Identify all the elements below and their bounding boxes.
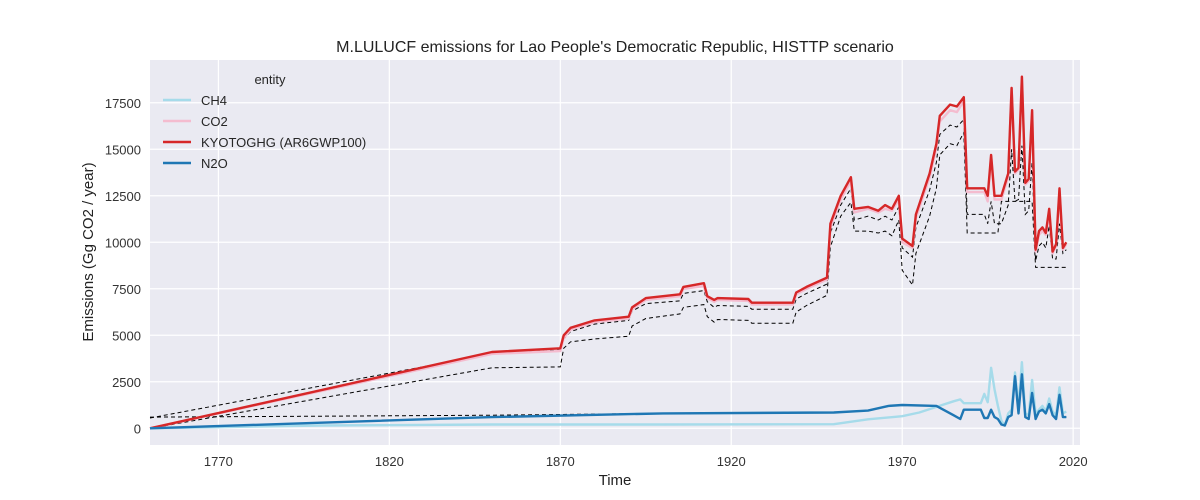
grid-lines	[150, 60, 1080, 445]
y-tick-label: 10000	[105, 235, 141, 250]
series-line-kyotoghg-ar6gwp100	[149, 75, 1068, 430]
legend-label-ch4: CH4	[201, 93, 227, 108]
x-tick-labels: 1770 1820 1870 1920 1970 2020	[204, 454, 1088, 469]
x-tick-label: 1820	[375, 454, 404, 469]
reference-dashed-line	[149, 130, 1067, 429]
x-tick-label: 1970	[888, 454, 917, 469]
y-tick-label: 5000	[112, 328, 141, 343]
legend: entity CH4 CO2 KYOTOGHG (AR6GWP100) N2O	[163, 72, 366, 171]
y-tick-label: 15000	[105, 142, 141, 157]
legend-label-co2: CO2	[201, 114, 228, 129]
y-tick-label: 2500	[112, 375, 141, 390]
y-tick-label: 12500	[105, 189, 141, 204]
series-lines	[149, 75, 1068, 430]
plot-area	[150, 60, 1080, 445]
y-axis-title: Emissions (Gg CO2 / year)	[80, 162, 97, 341]
x-axis-title: Time	[599, 472, 632, 489]
series-line-n2o	[149, 373, 1067, 430]
y-tick-label: 7500	[112, 282, 141, 297]
series-line-ch4	[149, 361, 1067, 430]
reference-dashed-line	[149, 118, 1067, 419]
y-tick-label: 0	[134, 421, 141, 436]
x-tick-label: 1770	[204, 454, 233, 469]
legend-label-kyotoghg-ar6gwp100: KYOTOGHG (AR6GWP100)	[201, 135, 366, 150]
legend-label-n2o: N2O	[201, 156, 228, 171]
x-tick-label: 1920	[717, 454, 746, 469]
y-tick-labels: 0 2500 5000 7500 10000 12500 15000 17500	[105, 96, 141, 436]
legend-title: entity	[254, 72, 286, 87]
x-tick-label: 1870	[546, 454, 575, 469]
x-tick-label: 2020	[1059, 454, 1088, 469]
y-tick-label: 17500	[105, 96, 141, 111]
chart-title: M.LULUCF emissions for Lao People's Demo…	[336, 39, 894, 56]
